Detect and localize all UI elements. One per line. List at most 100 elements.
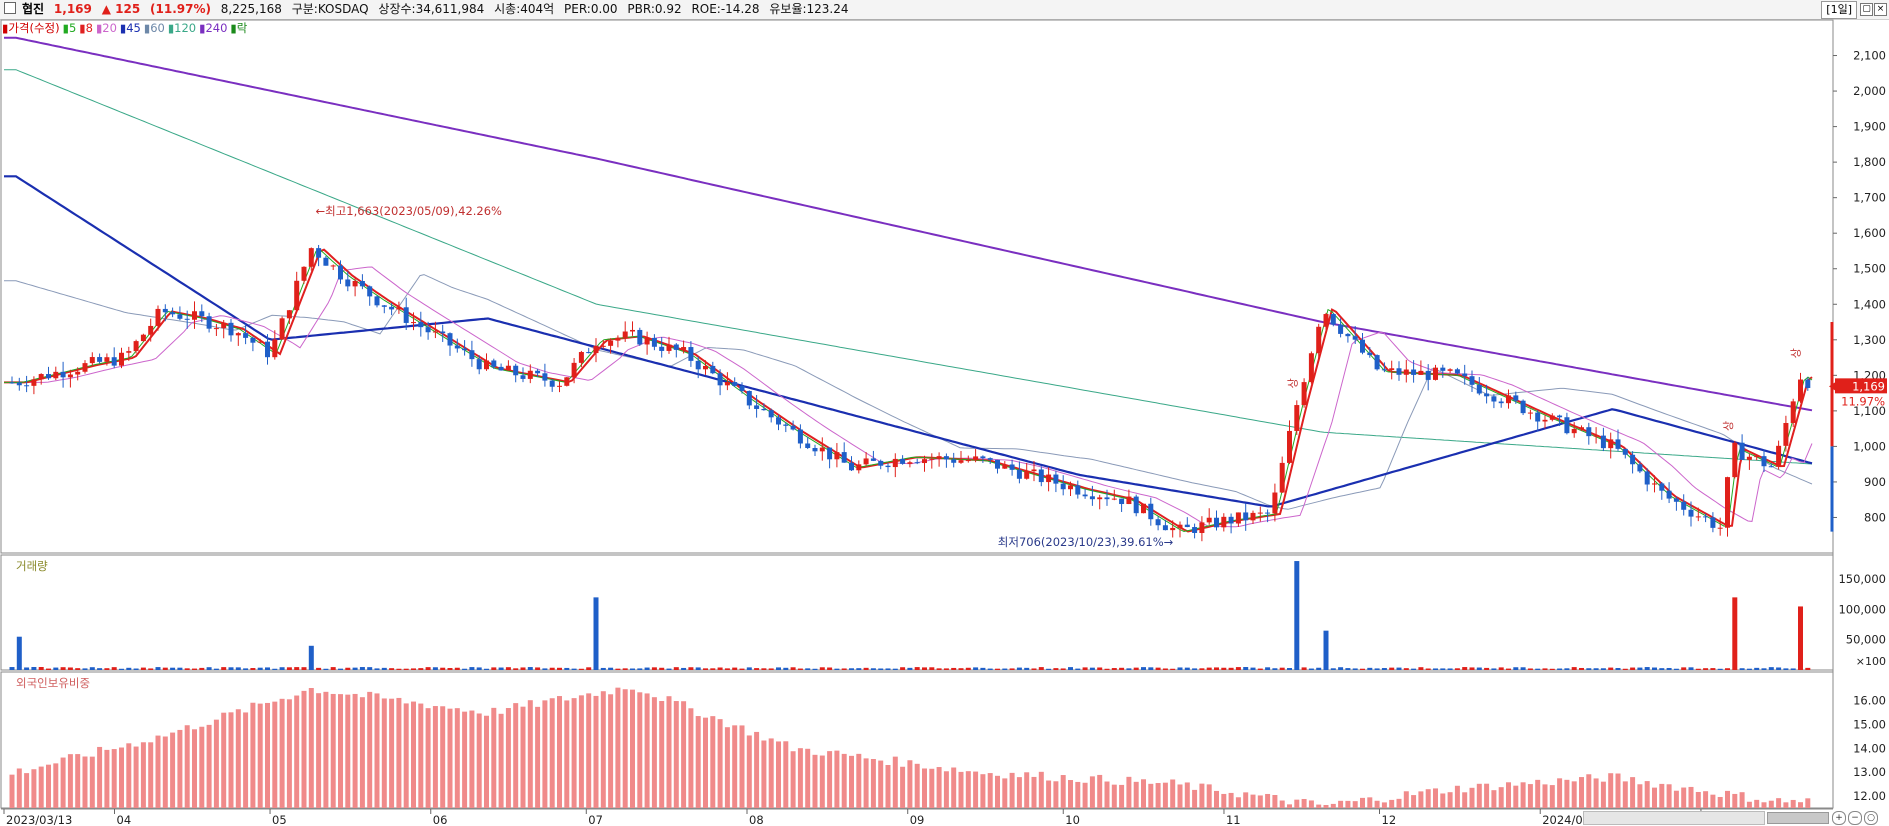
scroll-thumb[interactable] (1767, 812, 1829, 824)
foreign-bar (1367, 797, 1373, 808)
candle-body (1579, 427, 1584, 429)
volume-bar (1783, 668, 1789, 670)
candle-body (1586, 427, 1592, 437)
candle-body (1082, 494, 1088, 497)
volume-bar (184, 668, 190, 670)
volume-bar (1776, 667, 1782, 670)
volume-bar (374, 668, 380, 670)
candle-body (1542, 419, 1548, 422)
volume-bar (688, 667, 694, 670)
volume-bar (1644, 667, 1650, 670)
volume-bar (717, 667, 723, 670)
price-tick-label: 1,900 (1853, 120, 1886, 134)
candle-body (681, 347, 687, 350)
candle-body (914, 462, 920, 464)
zoom-out-icon[interactable]: − (1848, 811, 1862, 825)
candle-body (1571, 428, 1577, 434)
volume-bar (644, 667, 650, 670)
foreign-bar (943, 771, 949, 808)
candle-body (637, 329, 643, 345)
volume-bar (1630, 667, 1636, 670)
candle-body (1367, 352, 1373, 356)
candle-body (213, 328, 219, 330)
volume-bar (987, 668, 993, 670)
restore-icon[interactable]: ▢ (1860, 3, 1873, 16)
candle-body (1374, 355, 1380, 370)
foreign-bar (1235, 797, 1241, 808)
candle-body (710, 365, 716, 374)
foreign-bar (600, 691, 606, 808)
foreign-bar (856, 753, 862, 808)
foreign-bar (849, 755, 854, 808)
candle-body (600, 345, 606, 347)
legend-item-8[interactable]: ▮락 (230, 21, 248, 35)
period-selector[interactable]: [1일] (1821, 1, 1857, 19)
volume-tick-label: 50,000 (1846, 633, 1886, 647)
foreign-bar (768, 738, 774, 808)
foreign-bar (1776, 798, 1782, 808)
volume-bar (666, 668, 672, 670)
volume-bar (659, 667, 665, 670)
candle-body (1520, 400, 1526, 414)
foreign-bar (805, 748, 811, 808)
zoom-reset-icon[interactable]: ○ (1864, 811, 1878, 825)
volume-bar (805, 668, 811, 670)
legend-item-4[interactable]: ▮45 (119, 21, 141, 35)
foreign-bar (637, 692, 643, 808)
volume-bar (330, 667, 336, 670)
candle-body (1593, 435, 1599, 437)
close-icon[interactable]: × (1874, 3, 1887, 16)
legend-item-5[interactable]: ▮60 (143, 21, 165, 35)
candle-body (557, 385, 562, 387)
candle-body (1199, 522, 1205, 533)
checkbox-icon[interactable] (4, 2, 16, 14)
candle-body (608, 340, 614, 346)
candle-body (257, 341, 263, 343)
price-tick-label: 1,700 (1853, 191, 1886, 205)
legend-item-1[interactable]: ▮5 (62, 21, 77, 35)
volume-bar (1447, 668, 1453, 670)
ma20-line (4, 266, 1813, 528)
foreign-bar (38, 766, 44, 808)
candle-body (374, 296, 380, 306)
volume-bar (469, 667, 475, 670)
volume-bar (1688, 667, 1694, 670)
price-annotation: ←최고1,663(2023/05/09),42.26% (316, 204, 503, 218)
candle-body (1666, 490, 1672, 499)
volume-bar (1739, 668, 1745, 670)
candle-body (1659, 483, 1665, 491)
volume-bar (396, 668, 402, 670)
volume-bar (892, 668, 898, 670)
legend-item-7[interactable]: ▮240 (199, 21, 228, 35)
foreign-bar (1447, 792, 1453, 808)
candle-body (1798, 379, 1803, 402)
horizontal-scrollbar[interactable] (1583, 811, 1765, 825)
market-cap: 시총:404억 (494, 2, 555, 16)
legend-item-3[interactable]: ▮20 (95, 21, 117, 35)
foreign-bar (228, 712, 234, 808)
volume-bar (1068, 667, 1073, 670)
candle-body (673, 344, 679, 350)
price-change: ▲ 125 (101, 2, 141, 16)
legend-item-6[interactable]: ▮120 (167, 21, 197, 35)
candle-body (768, 410, 774, 418)
volume-bar (1038, 667, 1044, 670)
candle-body (1031, 469, 1037, 472)
candle-body (1162, 525, 1168, 531)
candle-body (1688, 509, 1694, 517)
zoom-in-icon[interactable]: + (1832, 811, 1846, 825)
volume-bar (1622, 668, 1628, 670)
legend-item-2[interactable]: ▮8 (79, 21, 93, 35)
foreign-bar (1141, 779, 1146, 808)
candle-body (929, 458, 935, 460)
foreign-bar (1579, 777, 1584, 808)
candle-body (294, 280, 300, 311)
candle-body (958, 460, 964, 463)
foreign-bar (1469, 787, 1475, 808)
candle-body (1038, 469, 1044, 483)
candle-body (783, 424, 789, 426)
foreign-bar (995, 775, 1000, 808)
legend-item-0[interactable]: ▮가격(수정) (2, 21, 60, 35)
candle-body (1805, 379, 1811, 388)
